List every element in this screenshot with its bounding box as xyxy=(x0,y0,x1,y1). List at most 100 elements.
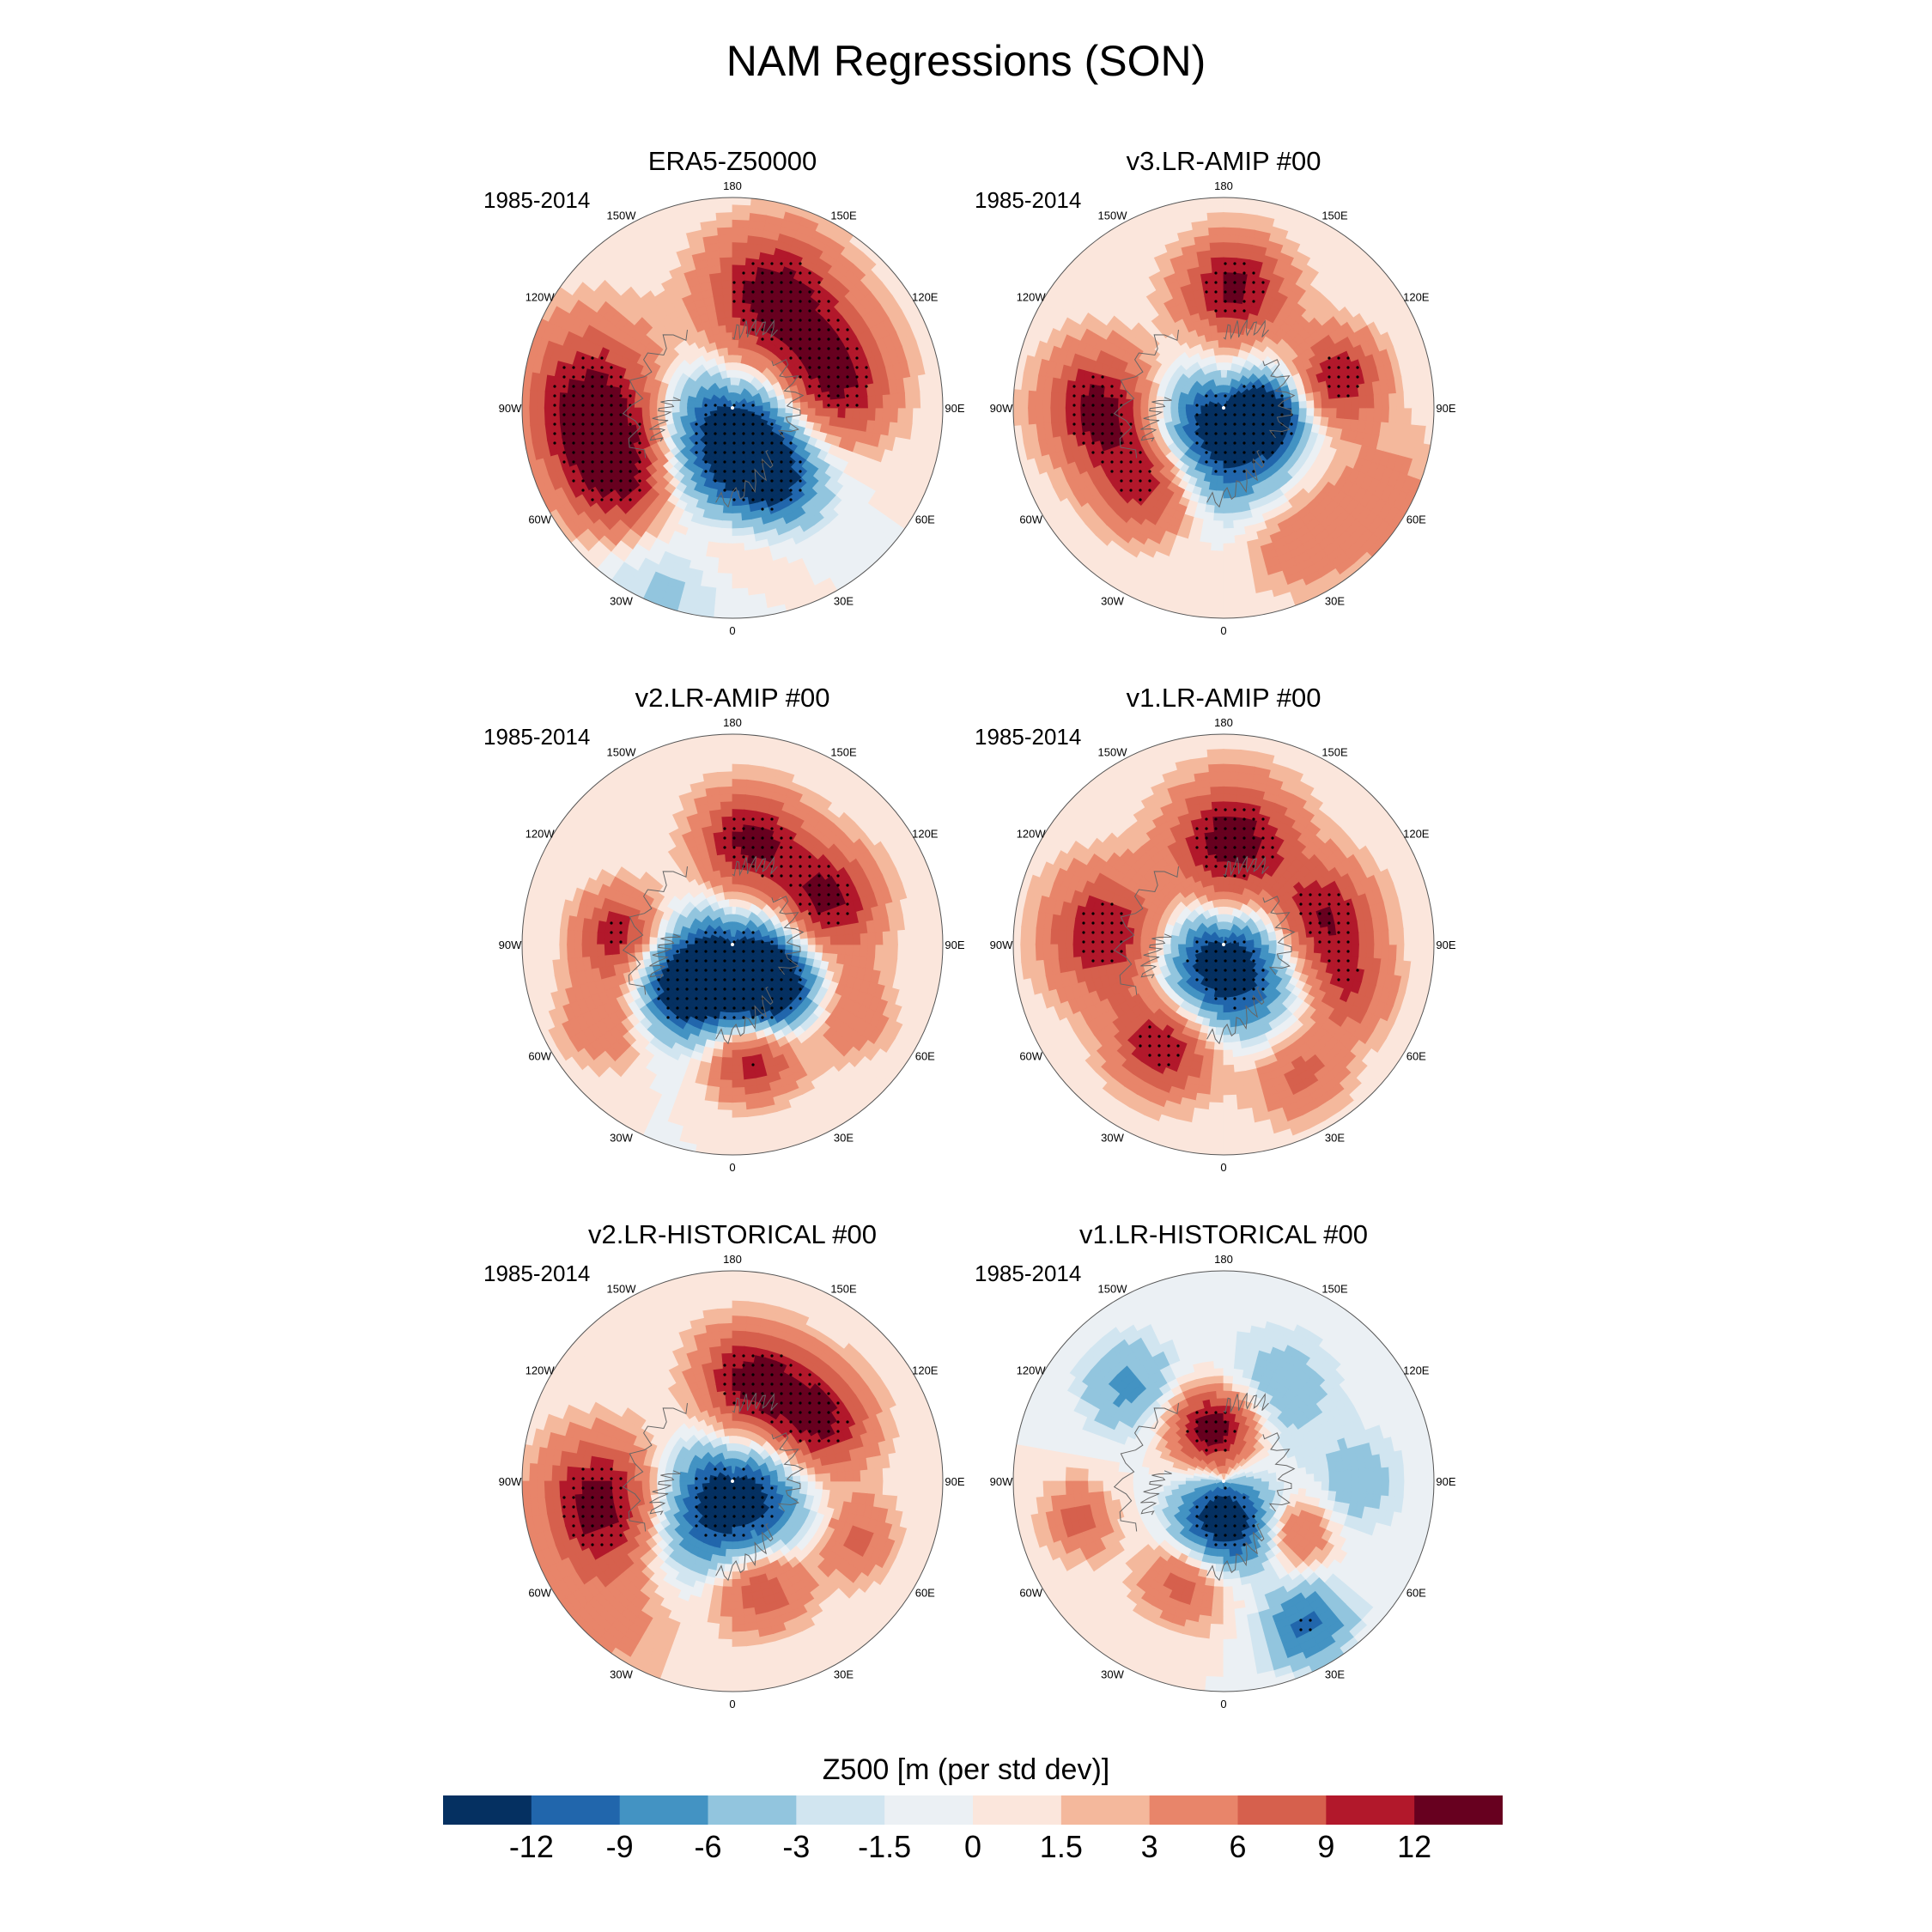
field-cell xyxy=(1140,392,1151,402)
stipple-dot xyxy=(581,451,585,454)
stipple-dot xyxy=(714,432,717,435)
stipple-dot xyxy=(761,507,764,511)
stipple-dot xyxy=(761,441,764,445)
stipple-dot xyxy=(600,356,604,360)
field-cell xyxy=(806,400,816,409)
stipple-dot xyxy=(610,479,613,483)
field-cell xyxy=(1020,389,1030,409)
field-cell xyxy=(1223,550,1237,559)
field-cell xyxy=(754,407,763,411)
stipple-dot xyxy=(761,413,764,416)
stipple-dot xyxy=(799,356,802,360)
lon-label: 60W xyxy=(1019,513,1042,526)
field-cell xyxy=(1304,414,1315,424)
stipple-dot xyxy=(799,271,802,275)
stipple-dot xyxy=(600,422,604,426)
field-cell xyxy=(1313,398,1322,409)
stipple-dot xyxy=(562,413,566,416)
stipple-dot xyxy=(714,479,717,483)
stipple-dot xyxy=(600,451,604,454)
field-cell xyxy=(1350,407,1359,421)
stipple-dot xyxy=(619,479,623,483)
field-cell xyxy=(1133,399,1142,409)
stipple-dot xyxy=(600,413,604,416)
field-cell xyxy=(927,407,936,427)
field-cell xyxy=(927,389,936,409)
field-cell xyxy=(784,407,793,414)
field-cell xyxy=(1223,212,1242,222)
stipple-dot xyxy=(704,413,708,416)
stipple-dot xyxy=(1072,394,1076,398)
field-cell xyxy=(904,407,914,424)
stipple-dot xyxy=(817,347,821,350)
stipple-dot xyxy=(1252,432,1255,435)
stipple-dot xyxy=(638,451,641,454)
field-cell xyxy=(719,257,733,266)
field-cell xyxy=(1211,272,1224,282)
stipple-dot xyxy=(1214,413,1218,416)
stipple-dot xyxy=(572,460,575,464)
stipple-dot xyxy=(780,347,783,350)
lon-label: 30E xyxy=(834,594,854,607)
stipple-dot xyxy=(695,451,698,454)
field-cell xyxy=(1297,400,1307,409)
field-cell xyxy=(720,527,733,537)
field-cell xyxy=(1207,227,1224,236)
stipple-dot xyxy=(591,489,594,492)
stipple-dot xyxy=(855,375,859,379)
stipple-dot xyxy=(780,290,783,294)
field-cell xyxy=(911,927,921,945)
field-cell xyxy=(927,926,936,945)
field-cell xyxy=(1418,389,1427,409)
field-cell xyxy=(1205,204,1224,214)
field-cell xyxy=(919,927,928,945)
stipple-dot xyxy=(638,441,641,445)
stipple-dot xyxy=(836,375,840,379)
stipple-dot xyxy=(865,385,868,388)
field-cell xyxy=(544,944,554,962)
stipple-dot xyxy=(1271,441,1274,445)
stipple-dot xyxy=(610,375,613,379)
stipple-dot xyxy=(581,413,585,416)
field-cell xyxy=(728,437,733,447)
field-cell xyxy=(1205,602,1224,611)
stipple-dot xyxy=(799,470,802,473)
stipple-dot xyxy=(1072,385,1076,388)
stipple-dot xyxy=(562,375,566,379)
stipple-dot xyxy=(1271,451,1274,454)
field-cell xyxy=(1028,407,1037,426)
stipple-dot xyxy=(638,432,641,435)
stipple-dot xyxy=(619,422,623,426)
lon-label: 90W xyxy=(990,402,1013,415)
stipple-dot xyxy=(770,300,774,303)
stipple-dot xyxy=(1261,422,1265,426)
stipple-dot xyxy=(723,451,726,454)
stipple-dot xyxy=(638,460,641,464)
field-cell xyxy=(1103,407,1112,419)
field-cell xyxy=(732,749,750,758)
field-cell xyxy=(1230,310,1242,320)
stipple-dot xyxy=(1346,356,1350,360)
field-cell xyxy=(1213,302,1224,312)
stipple-dot xyxy=(761,451,764,454)
field-cell xyxy=(641,407,651,416)
stipple-dot xyxy=(827,356,830,360)
stipple-dot xyxy=(619,404,623,407)
field-cell xyxy=(1140,400,1150,409)
stipple-dot xyxy=(1205,413,1208,416)
field-cell xyxy=(1305,407,1315,416)
stipple-dot xyxy=(1224,404,1227,407)
field-cell xyxy=(1335,397,1345,409)
panel-title: ERA5-Z50000 xyxy=(647,146,817,176)
field-cell xyxy=(717,564,733,574)
lon-label: 0 xyxy=(1220,624,1226,637)
stipple-dot xyxy=(780,328,783,331)
field-cell xyxy=(732,302,743,312)
field-cell xyxy=(722,512,733,521)
field-cell xyxy=(574,407,584,422)
stipple-dot xyxy=(1280,441,1284,445)
field-cell xyxy=(1418,407,1427,427)
field-cell xyxy=(717,242,733,252)
field-cell xyxy=(732,347,738,356)
field-cell xyxy=(1210,550,1224,559)
